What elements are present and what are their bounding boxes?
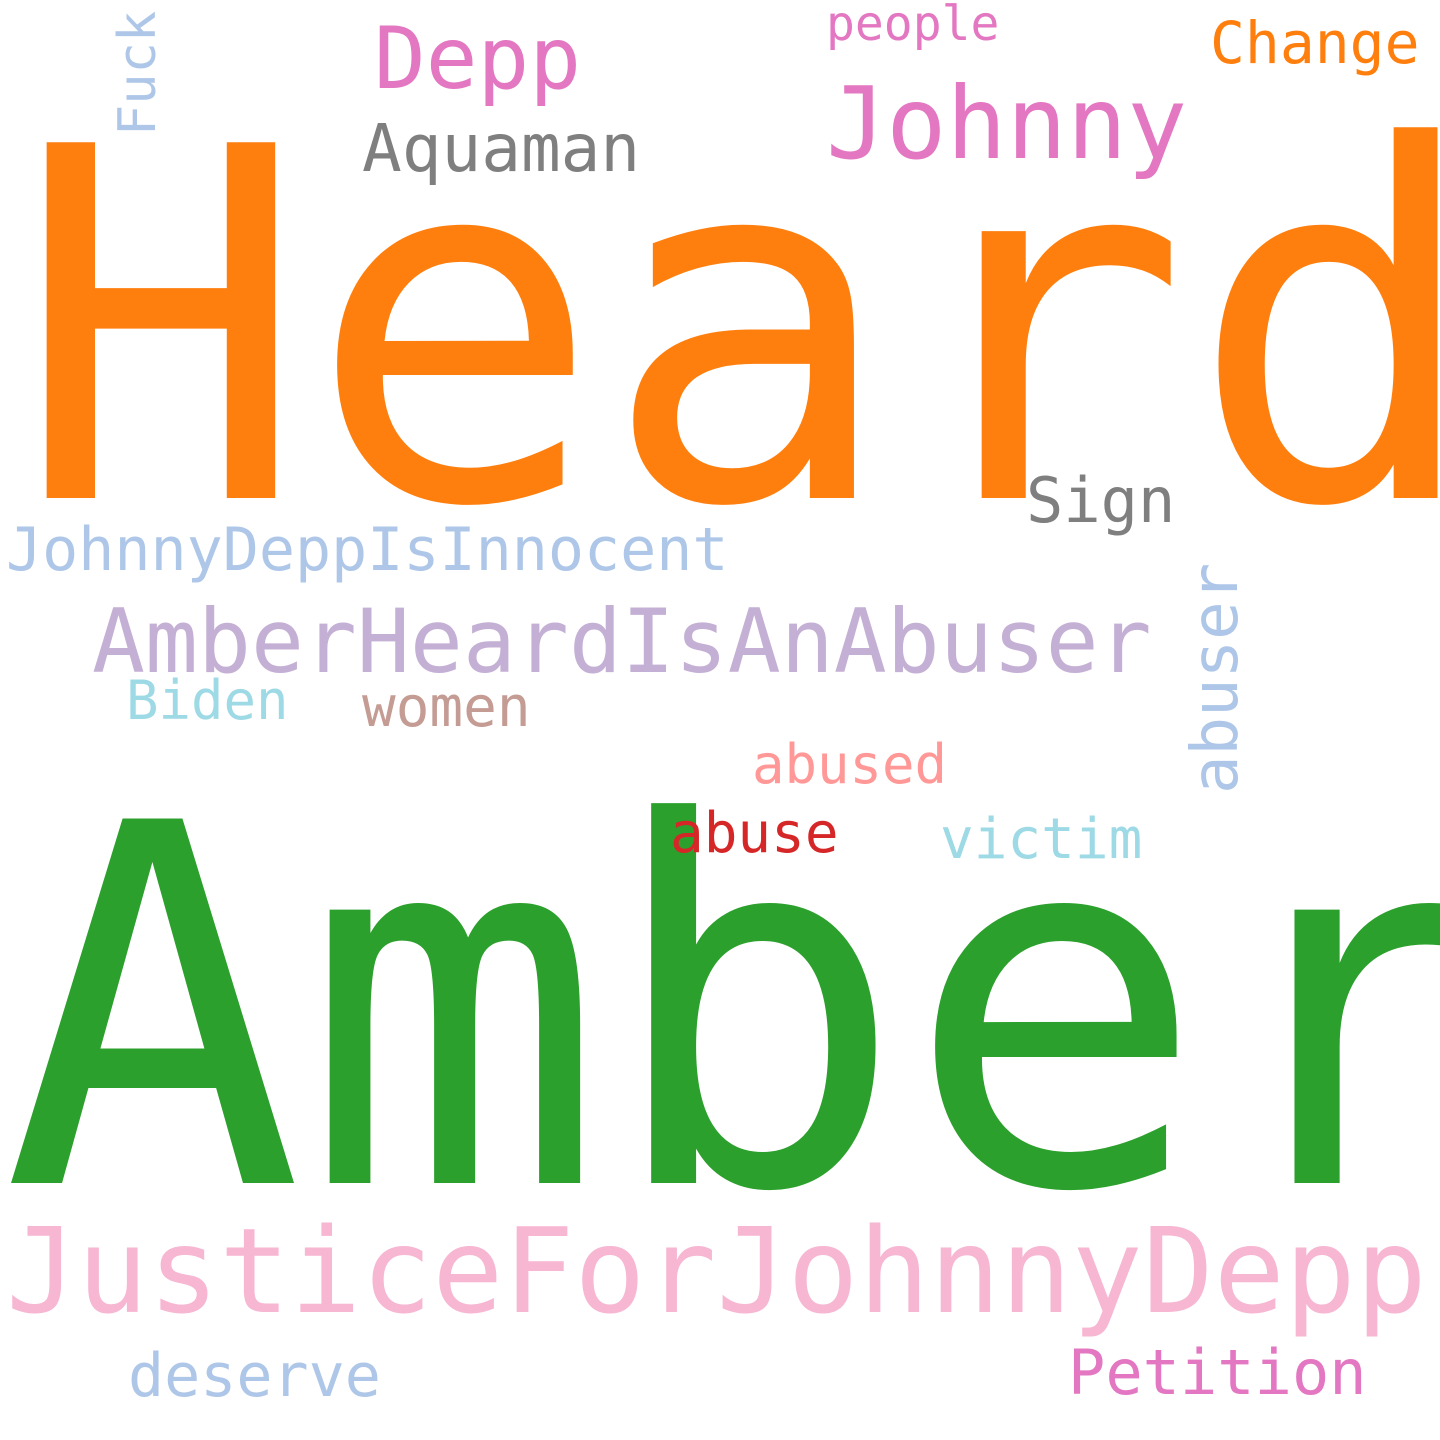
word-fuck: Fuck [108,10,168,136]
word-amber: Amber [2,719,1440,1301]
word-heard: Heard [14,46,1440,614]
word-justice-for-johnny-depp: JusticeForJohnnyDepp [6,1202,1427,1340]
word-depp: Depp [374,9,582,109]
word-johnny-depp-is-innocent: JohnnyDeppIsInnocent [6,515,729,585]
word-biden: Biden [126,669,289,732]
word-amber-heard-is-an-abuser: AmberHeardIsAnAbuser [92,590,1152,693]
word-johnny: Johnny [826,65,1188,182]
word-aquaman: Aquaman [362,110,641,187]
word-abused: abused [752,733,948,796]
word-petition: Petition [1068,1336,1367,1409]
word-victim: victim [940,807,1143,872]
word-sign: Sign [1026,464,1176,537]
word-change: Change [1210,9,1420,77]
word-abuser: abuser [1179,562,1253,794]
word-abuse: abuse [670,801,839,866]
word-women: women [362,675,531,740]
word-deserve: deserve [128,1341,381,1411]
word-people: people [826,0,1000,52]
